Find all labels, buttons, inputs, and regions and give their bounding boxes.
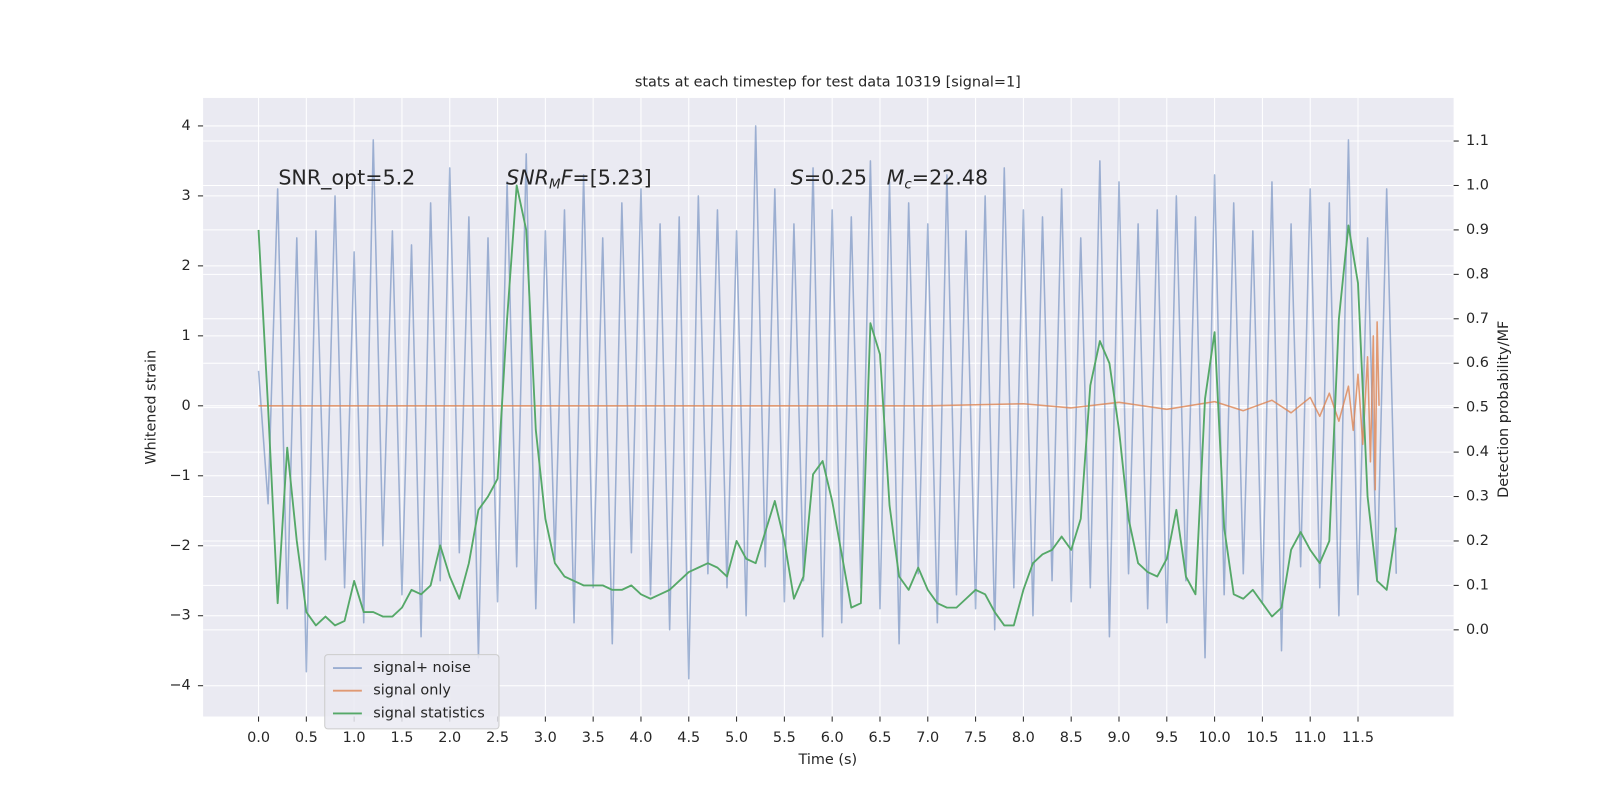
y-tick-label: −3 — [169, 608, 190, 624]
series-line — [258, 321, 1380, 491]
annotation: SNRMF=[5.23] — [506, 165, 651, 192]
x-tick-label: 6.0 — [821, 730, 844, 746]
annotation: S=0.25 Mc=22.48 — [791, 165, 988, 192]
annotation-part: M — [549, 178, 561, 193]
y-axis-label: Whitened strain — [144, 350, 160, 465]
y-tick-label: 2 — [182, 258, 191, 274]
y2-tick-label: 0.1 — [1466, 577, 1489, 593]
x-tick-label: 9.5 — [1155, 730, 1178, 746]
y2-tick-label: 1.0 — [1466, 177, 1489, 193]
y-tick-label: 0 — [182, 398, 191, 414]
y2-tick-label: 0.5 — [1466, 400, 1489, 416]
x-tick-label: 2.5 — [486, 730, 509, 746]
x-tick-label: 8.0 — [1012, 730, 1035, 746]
x-tick-label: 3.5 — [582, 730, 605, 746]
legend-label: signal only — [373, 683, 451, 699]
y2-tick-label: 0.8 — [1466, 266, 1489, 282]
y-tick-label: −4 — [169, 678, 190, 694]
y2-tick-label: 0.4 — [1466, 444, 1489, 460]
x-tick-label: 2.0 — [438, 730, 461, 746]
marks — [257, 125, 1398, 680]
x-tick-label: 5.5 — [773, 730, 796, 746]
y2-tick-label: 0.6 — [1466, 355, 1489, 371]
x-tick-label: 10.5 — [1246, 730, 1278, 746]
x-tick-label: 3.0 — [534, 730, 557, 746]
x-tick-label: 1.0 — [343, 730, 366, 746]
annotation-part: =22.48 — [912, 165, 988, 189]
legend: signal+ noise signal only signal statistic… — [324, 654, 500, 730]
series-line — [257, 125, 1398, 680]
x-tick-label: 4.0 — [629, 730, 652, 746]
annotation-part: c — [904, 178, 912, 193]
annotation-part: M — [887, 165, 905, 189]
x-tick-label: 6.5 — [869, 730, 892, 746]
annotation-part: =[5.23] — [572, 165, 651, 189]
legend-label: signal+ noise — [373, 660, 471, 676]
x-tick-label: 11.5 — [1342, 730, 1374, 746]
y2-axis-label: Detection probability/MF — [1496, 321, 1512, 498]
x-tick-label: 0.0 — [247, 730, 270, 746]
series-line — [257, 184, 1398, 627]
x-tick-label: 8.5 — [1060, 730, 1083, 746]
annotation-part: SNR_opt=5.2 — [278, 165, 415, 190]
x-tick-label: 7.5 — [964, 730, 987, 746]
y2-tick-label: 1.1 — [1466, 133, 1489, 149]
x-tick-label: 0.5 — [295, 730, 318, 746]
x-tick-label: 10.0 — [1199, 730, 1231, 746]
annotation-part: F — [561, 165, 574, 189]
annotation-part: =0.25 — [804, 165, 887, 189]
x-axis-label: Time (s) — [798, 752, 858, 768]
chart-title: stats at each timestep for test data 103… — [635, 74, 1021, 90]
y-tick-label: −2 — [169, 538, 190, 554]
x-tick-label: 4.5 — [677, 730, 700, 746]
y-tick-label: 4 — [182, 118, 191, 134]
x-tick-label: 9.0 — [1108, 730, 1131, 746]
x-tick-label: 5.0 — [725, 730, 748, 746]
legend-box — [324, 654, 500, 730]
x-tick-label: 11.0 — [1294, 730, 1326, 746]
y-tick-label: 3 — [182, 188, 191, 204]
annotation-part: SNR — [506, 165, 549, 189]
y2-tick-label: 0.7 — [1466, 311, 1489, 327]
y2-tick-label: 0.3 — [1466, 489, 1489, 505]
foreground: 0.0 0.5 1.0 1.5 2.0 2.5 3.0 3.5 4.0 4.5 5.0 5.5 6.0 6… — [169, 118, 1488, 746]
y2-tick-label: 0.0 — [1466, 622, 1489, 638]
annotation-part: S — [791, 165, 804, 189]
y2-tick-label: 0.9 — [1466, 222, 1489, 238]
y2-tick-label: 0.2 — [1466, 533, 1489, 549]
x-tick-label: 1.5 — [390, 730, 413, 746]
legend-label: signal statistics — [373, 705, 485, 721]
annotation: SNR_opt=5.2 — [278, 165, 415, 190]
y-tick-label: 1 — [182, 328, 191, 344]
y-tick-label: −1 — [169, 468, 190, 484]
x-tick-label: 7.0 — [916, 730, 939, 746]
